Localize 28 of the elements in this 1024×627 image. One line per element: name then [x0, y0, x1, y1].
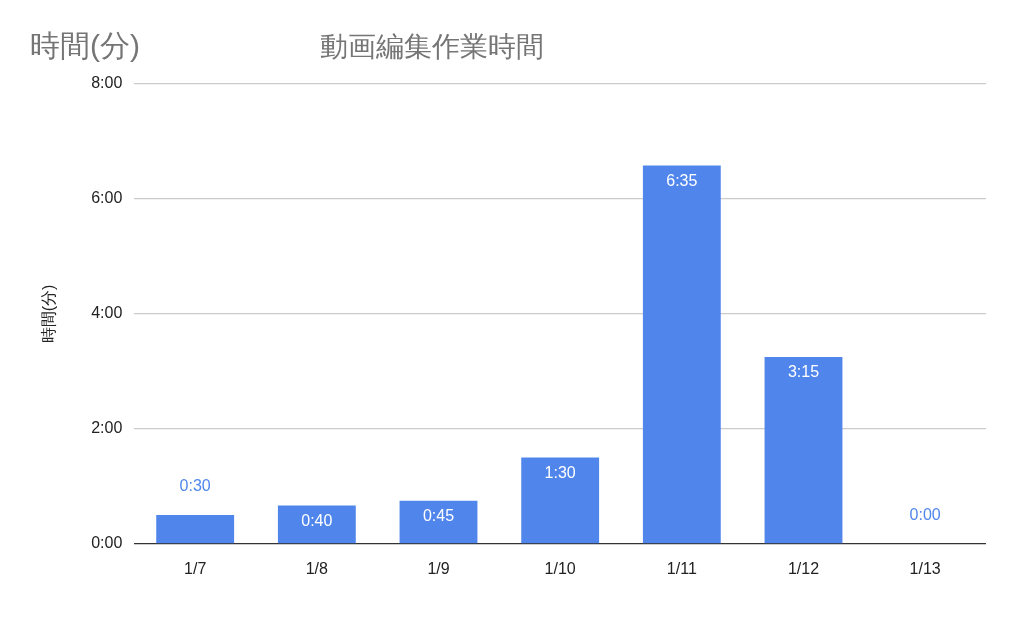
bar: [399, 500, 478, 544]
bar: [277, 505, 356, 544]
data-label: 0:30: [179, 477, 211, 495]
data-label: 3:15: [787, 363, 820, 381]
text: 時間(分): [30, 29, 140, 63]
bar: [521, 457, 600, 544]
bar: [764, 357, 843, 544]
data-label: 6:35: [666, 171, 698, 189]
x-tick-label: 1/7: [184, 559, 207, 577]
bar: [156, 515, 235, 544]
x-tick-label: 1/8: [305, 559, 329, 577]
y-tick-label: 8:00: [91, 74, 123, 92]
y-tick-label: 6:00: [91, 189, 123, 207]
y-tick-label: 4:00: [91, 304, 123, 322]
x-tick-label: 1/10: [544, 559, 576, 577]
x-tick-label: 1/9: [427, 559, 450, 577]
chart-title: 動画編集作業時間: [320, 30, 544, 62]
x-tick-label: 1/11: [666, 559, 697, 577]
x-tick-label: 1/12: [787, 559, 820, 577]
bar: [642, 165, 721, 544]
y-tick-label: 2:00: [91, 419, 123, 437]
y-axis-title: 時間(分): [40, 284, 58, 344]
data-label: 1:30: [544, 463, 576, 481]
data-label: 0:00: [909, 506, 941, 524]
y-tick-label: 0:00: [91, 534, 123, 552]
x-tick-label: 1/13: [909, 559, 941, 577]
data-label: 0:40: [301, 511, 333, 529]
data-label: 0:45: [422, 507, 455, 525]
